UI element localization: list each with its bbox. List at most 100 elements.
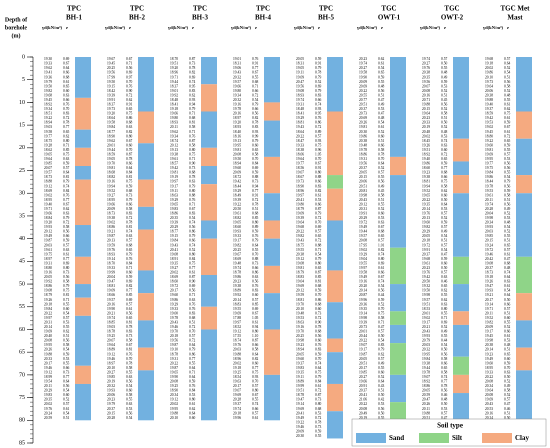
tick-label: 20 xyxy=(19,145,25,151)
void-ratio: 0.57 xyxy=(441,271,447,275)
void-ratio: 0.55 xyxy=(126,370,132,374)
unit-weight: 20.05 xyxy=(422,389,430,393)
soil-layer xyxy=(327,352,343,384)
unit-weight: 18.72 xyxy=(233,175,241,179)
unit-weight: 19.93 xyxy=(233,230,241,234)
unit-weight: 19.23 xyxy=(296,343,304,347)
void-ratio: 0.76 xyxy=(315,116,321,120)
void-ratio: 0.68 xyxy=(189,116,195,120)
unit-weight: 18.59 xyxy=(107,152,115,156)
soil-layer xyxy=(327,383,343,412)
unit-weight: 19.58 xyxy=(359,271,367,275)
unit-weight: 19.39 xyxy=(233,198,241,202)
unit-weight: 19.95 xyxy=(170,407,178,411)
void-ratio: 0.65 xyxy=(504,352,510,356)
void-ratio: 0.71 xyxy=(63,298,69,302)
void-ratio: 0.50 xyxy=(441,121,447,125)
unit-weight: 19.55 xyxy=(359,261,367,265)
soil-layer xyxy=(138,370,154,421)
soil-layer xyxy=(201,274,217,307)
void-ratio: 0.51 xyxy=(441,93,447,97)
void-ratio: 0.59 xyxy=(63,162,69,166)
void-ratio: 0.83 xyxy=(126,330,132,334)
void-ratio: 0.79 xyxy=(63,284,69,288)
unit-weight: 19.62 xyxy=(107,139,115,143)
void-ratio: 0.86 xyxy=(189,352,195,356)
void-ratio: 0.77 xyxy=(63,198,69,202)
unit-weight: 18.64 xyxy=(296,130,304,134)
void-ratio: 0.63 xyxy=(504,280,510,284)
unit-weight: 18.62 xyxy=(44,148,52,152)
void-ratio: 0.59 xyxy=(315,57,321,61)
void-ratio: 0.81 xyxy=(189,121,195,125)
void-ratio: 0.83 xyxy=(189,211,195,215)
void-ratio: 0.48 xyxy=(441,398,447,402)
void-ratio: 0.69 xyxy=(126,71,132,75)
unit-weight: 20.38 xyxy=(296,252,304,256)
void-ratio: 0.84 xyxy=(252,162,258,166)
soil-layer xyxy=(264,329,280,375)
unit-weight: 19.31 xyxy=(44,261,52,265)
unit-weight: 19.96 xyxy=(233,416,241,420)
unit-weight: 19.69 xyxy=(296,284,304,288)
unit-weight: 18.64 xyxy=(107,116,115,120)
unit-weight: 19.56 xyxy=(359,162,367,166)
unit-weight: 20.19 xyxy=(359,416,367,420)
void-ratio: 0.52 xyxy=(504,66,510,70)
void-ratio: 0.63 xyxy=(441,275,447,279)
unit-weight: 20.32 xyxy=(233,98,241,102)
void-ratio: 0.80 xyxy=(252,330,258,334)
unit-weight: 19.59 xyxy=(296,293,304,297)
unit-weight: 20.38 xyxy=(359,139,367,143)
void-ratio: 0.58 xyxy=(126,207,132,211)
unit-weight: 19.81 xyxy=(485,148,493,152)
void-ratio: 0.60 xyxy=(126,389,132,393)
void-ratio: 0.79 xyxy=(63,180,69,184)
void-ratio: 0.77 xyxy=(63,257,69,261)
void-ratio: 0.62 xyxy=(63,134,69,138)
unit-weight: 20.08 xyxy=(422,89,430,93)
void-ratio: 0.59 xyxy=(63,352,69,356)
soil-layer xyxy=(264,220,280,239)
void-ratio: 0.65 xyxy=(315,266,321,270)
void-ratio: 0.66 xyxy=(63,366,69,370)
unit-weight: 18.60 xyxy=(170,280,178,284)
unit-weight: 19.51 xyxy=(296,389,304,393)
unit-weight: 20.27 xyxy=(359,66,367,70)
void-ratio: 0.74 xyxy=(189,221,195,225)
void-ratio: 0.90 xyxy=(189,162,195,166)
unit-weight: 20.12 xyxy=(359,202,367,206)
void-ratio: 0.50 xyxy=(504,416,510,420)
unit-weight: 19.02 xyxy=(485,125,493,129)
void-ratio: 0.63 xyxy=(63,248,69,252)
void-ratio: 0.55 xyxy=(63,325,69,329)
soil-layer xyxy=(75,365,91,384)
unit-weight: 20.71 xyxy=(422,98,430,102)
unit-weight: 20.05 xyxy=(296,352,304,356)
void-ratio: 0.57 xyxy=(504,152,510,156)
void-ratio: 0.78 xyxy=(126,157,132,161)
void-ratio: 0.53 xyxy=(504,157,510,161)
unit-weight: 19.84 xyxy=(485,171,493,175)
void-ratio: 0.52 xyxy=(504,393,510,397)
unit-weight: 19.12 xyxy=(44,370,52,374)
void-ratio: 0.68 xyxy=(126,243,132,247)
unit-weight: 20.22 xyxy=(422,198,430,202)
void-ratio: 0.73 xyxy=(126,334,132,338)
unit-weight: 19.11 xyxy=(170,189,178,193)
soil-layer xyxy=(390,324,406,344)
tick-label: 30 xyxy=(19,191,25,197)
void-ratio: 0.95 xyxy=(189,84,195,88)
soil-layer xyxy=(201,184,217,221)
void-ratio: 0.83 xyxy=(189,89,195,93)
unit-weight: 20.08 xyxy=(170,380,178,384)
unit-weight: 19.76 xyxy=(422,211,430,215)
unit-weight: 20.23 xyxy=(359,57,367,61)
void-ratio: 0.53 xyxy=(441,84,447,88)
unit-weight: 19.83 xyxy=(296,366,304,370)
void-ratio: 0.61 xyxy=(315,193,321,197)
void-ratio: 0.62 xyxy=(378,57,384,61)
unit-weight: 17.99 xyxy=(107,75,115,79)
legend-label: Sand xyxy=(389,434,404,442)
soil-layer xyxy=(138,57,154,112)
